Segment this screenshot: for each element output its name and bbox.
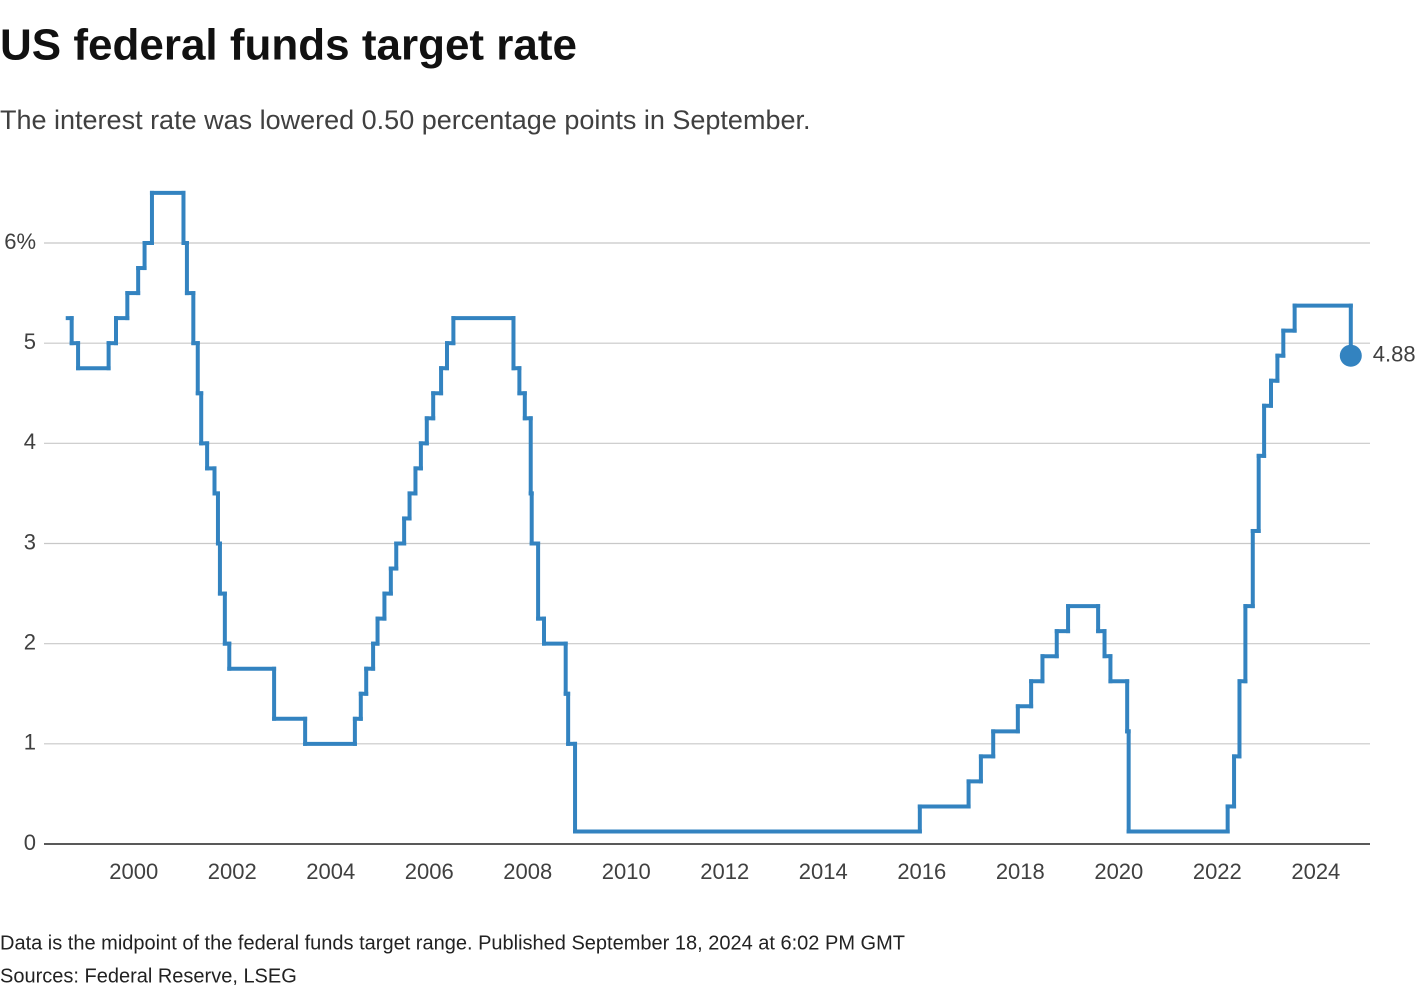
chart-title: US federal funds target rate: [0, 21, 577, 70]
y-tick-label: 5: [24, 329, 36, 354]
chart-subtitle: The interest rate was lowered 0.50 perce…: [0, 105, 810, 135]
x-tick-label: 2016: [897, 859, 946, 884]
y-tick-label: 2: [24, 629, 36, 654]
y-tick-label: 3: [24, 529, 36, 554]
x-tick-label: 2020: [1094, 859, 1143, 884]
x-tick-label: 2018: [996, 859, 1045, 884]
x-tick-label: 2010: [602, 859, 651, 884]
x-tick-label: 2006: [405, 859, 454, 884]
x-tick-label: 2008: [503, 859, 552, 884]
chart-note: Data is the midpoint of the federal fund…: [0, 932, 905, 954]
x-tick-label: 2004: [306, 859, 355, 884]
value-label: 4.88: [1373, 342, 1416, 367]
x-tick-label: 2014: [799, 859, 848, 884]
x-tick-label: 2024: [1291, 859, 1340, 884]
y-tick-label: 0: [24, 830, 36, 855]
x-tick-label: 2022: [1193, 859, 1242, 884]
chart-source: Sources: Federal Reserve, LSEG: [0, 965, 297, 987]
end-point: [1339, 344, 1362, 367]
y-tick-label: 6%: [4, 229, 36, 254]
x-tick-label: 2000: [109, 859, 158, 884]
x-tick-label: 2002: [208, 859, 257, 884]
y-tick-label: 4: [24, 429, 36, 454]
x-tick-label: 2012: [700, 859, 749, 884]
y-tick-label: 1: [24, 730, 36, 755]
